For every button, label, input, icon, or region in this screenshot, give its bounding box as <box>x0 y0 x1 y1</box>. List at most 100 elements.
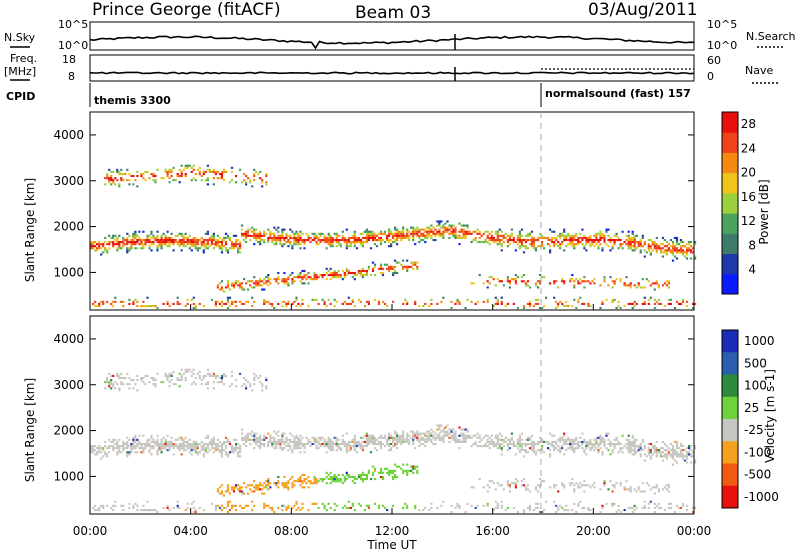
power-cell <box>273 234 276 237</box>
power-cell <box>150 173 153 176</box>
power-cell <box>400 239 403 242</box>
power-cell <box>466 232 469 235</box>
velocity-cell <box>398 440 401 443</box>
velocity-cell <box>539 486 542 489</box>
power-cell <box>263 302 266 305</box>
power-cell <box>557 245 560 248</box>
power-cell <box>655 245 658 248</box>
velocity-cell <box>613 438 616 441</box>
power-cell <box>581 302 584 305</box>
velocity-cell <box>295 447 298 450</box>
velocity-cell <box>253 440 256 443</box>
velocity-cell <box>287 480 290 483</box>
power-cell <box>559 234 562 237</box>
power-cell <box>176 243 179 246</box>
power-cell <box>567 239 570 242</box>
velocity-cell <box>303 445 306 448</box>
velocity-cell <box>375 449 379 452</box>
velocity-cell <box>345 447 348 450</box>
velocity-cell <box>96 453 99 456</box>
power-cell <box>154 239 157 242</box>
velocity-cell <box>307 480 310 483</box>
power-cell <box>474 236 477 239</box>
velocity-cell <box>289 478 292 481</box>
power-cell <box>388 230 391 233</box>
power-cell <box>541 307 544 310</box>
velocity-cell <box>373 447 377 450</box>
velocity-cell <box>430 440 433 443</box>
power-cell <box>524 245 528 248</box>
power-cell <box>170 170 173 173</box>
velocity-cell <box>222 372 226 375</box>
power-cell <box>118 183 121 186</box>
velocity-cell <box>232 447 236 450</box>
velocity-cell <box>621 451 624 454</box>
velocity-cell <box>537 443 540 446</box>
velocity-cell <box>257 445 260 448</box>
velocity-cell <box>619 443 622 446</box>
velocity-cell <box>573 443 576 446</box>
power-cell <box>430 224 433 227</box>
power-cell <box>392 241 395 244</box>
power-cell <box>661 251 664 254</box>
velocity-cell <box>609 445 612 448</box>
velocity-cell <box>454 430 457 433</box>
velocity-cell <box>283 432 286 435</box>
power-cell <box>281 243 284 246</box>
power-cell <box>108 181 111 184</box>
velocity-cell <box>655 453 658 456</box>
power-cell <box>293 236 296 239</box>
power-cell <box>166 245 169 248</box>
velocity-cell <box>595 440 598 443</box>
velocity-cell <box>428 434 431 437</box>
power-cell <box>643 286 646 289</box>
velocity-cell <box>224 374 228 377</box>
velocity-cell <box>679 455 683 458</box>
velocity-cell <box>222 383 226 386</box>
power-cell <box>534 302 538 305</box>
power-cell <box>194 247 197 250</box>
velocity-cell <box>307 509 310 512</box>
velocity-cell <box>412 440 415 443</box>
power-cell <box>277 226 280 229</box>
power-cell <box>279 236 282 239</box>
velocity-cell <box>589 443 592 446</box>
power-cell <box>325 267 328 270</box>
power-cell <box>398 261 401 264</box>
power-cell <box>327 274 330 277</box>
velocity-cell <box>537 490 540 493</box>
power-cell <box>371 236 375 239</box>
power-cell <box>613 239 616 242</box>
power-cell <box>315 241 318 244</box>
power-cell <box>291 236 294 239</box>
velocity-cell <box>412 443 415 446</box>
power-cell <box>245 183 248 186</box>
power-cell <box>597 245 600 248</box>
power-cell <box>251 280 254 283</box>
power-cell <box>627 247 630 250</box>
velocity-cell <box>500 438 503 441</box>
velocity-cell <box>438 438 441 441</box>
power-cell <box>216 177 219 180</box>
power-cell <box>275 239 278 242</box>
power-cell <box>641 236 644 239</box>
velocity-cell <box>102 504 105 507</box>
power-cell <box>218 247 222 250</box>
power-cell <box>160 241 163 244</box>
velocity-cell <box>597 449 600 452</box>
power-cell <box>365 269 368 272</box>
velocity-cell <box>255 436 258 439</box>
velocity-cell <box>158 449 161 452</box>
velocity-cell <box>176 379 179 382</box>
velocity-cell <box>353 438 356 441</box>
velocity-cell <box>200 445 203 448</box>
power-cell <box>639 245 642 248</box>
velocity-cell <box>631 511 634 514</box>
power-cell <box>192 239 195 242</box>
power-cell <box>257 284 260 287</box>
velocity-cell <box>355 443 358 446</box>
velocity-cell <box>226 504 230 507</box>
power-cell <box>659 243 662 246</box>
power-cell <box>599 236 602 239</box>
power-cell <box>287 241 290 244</box>
